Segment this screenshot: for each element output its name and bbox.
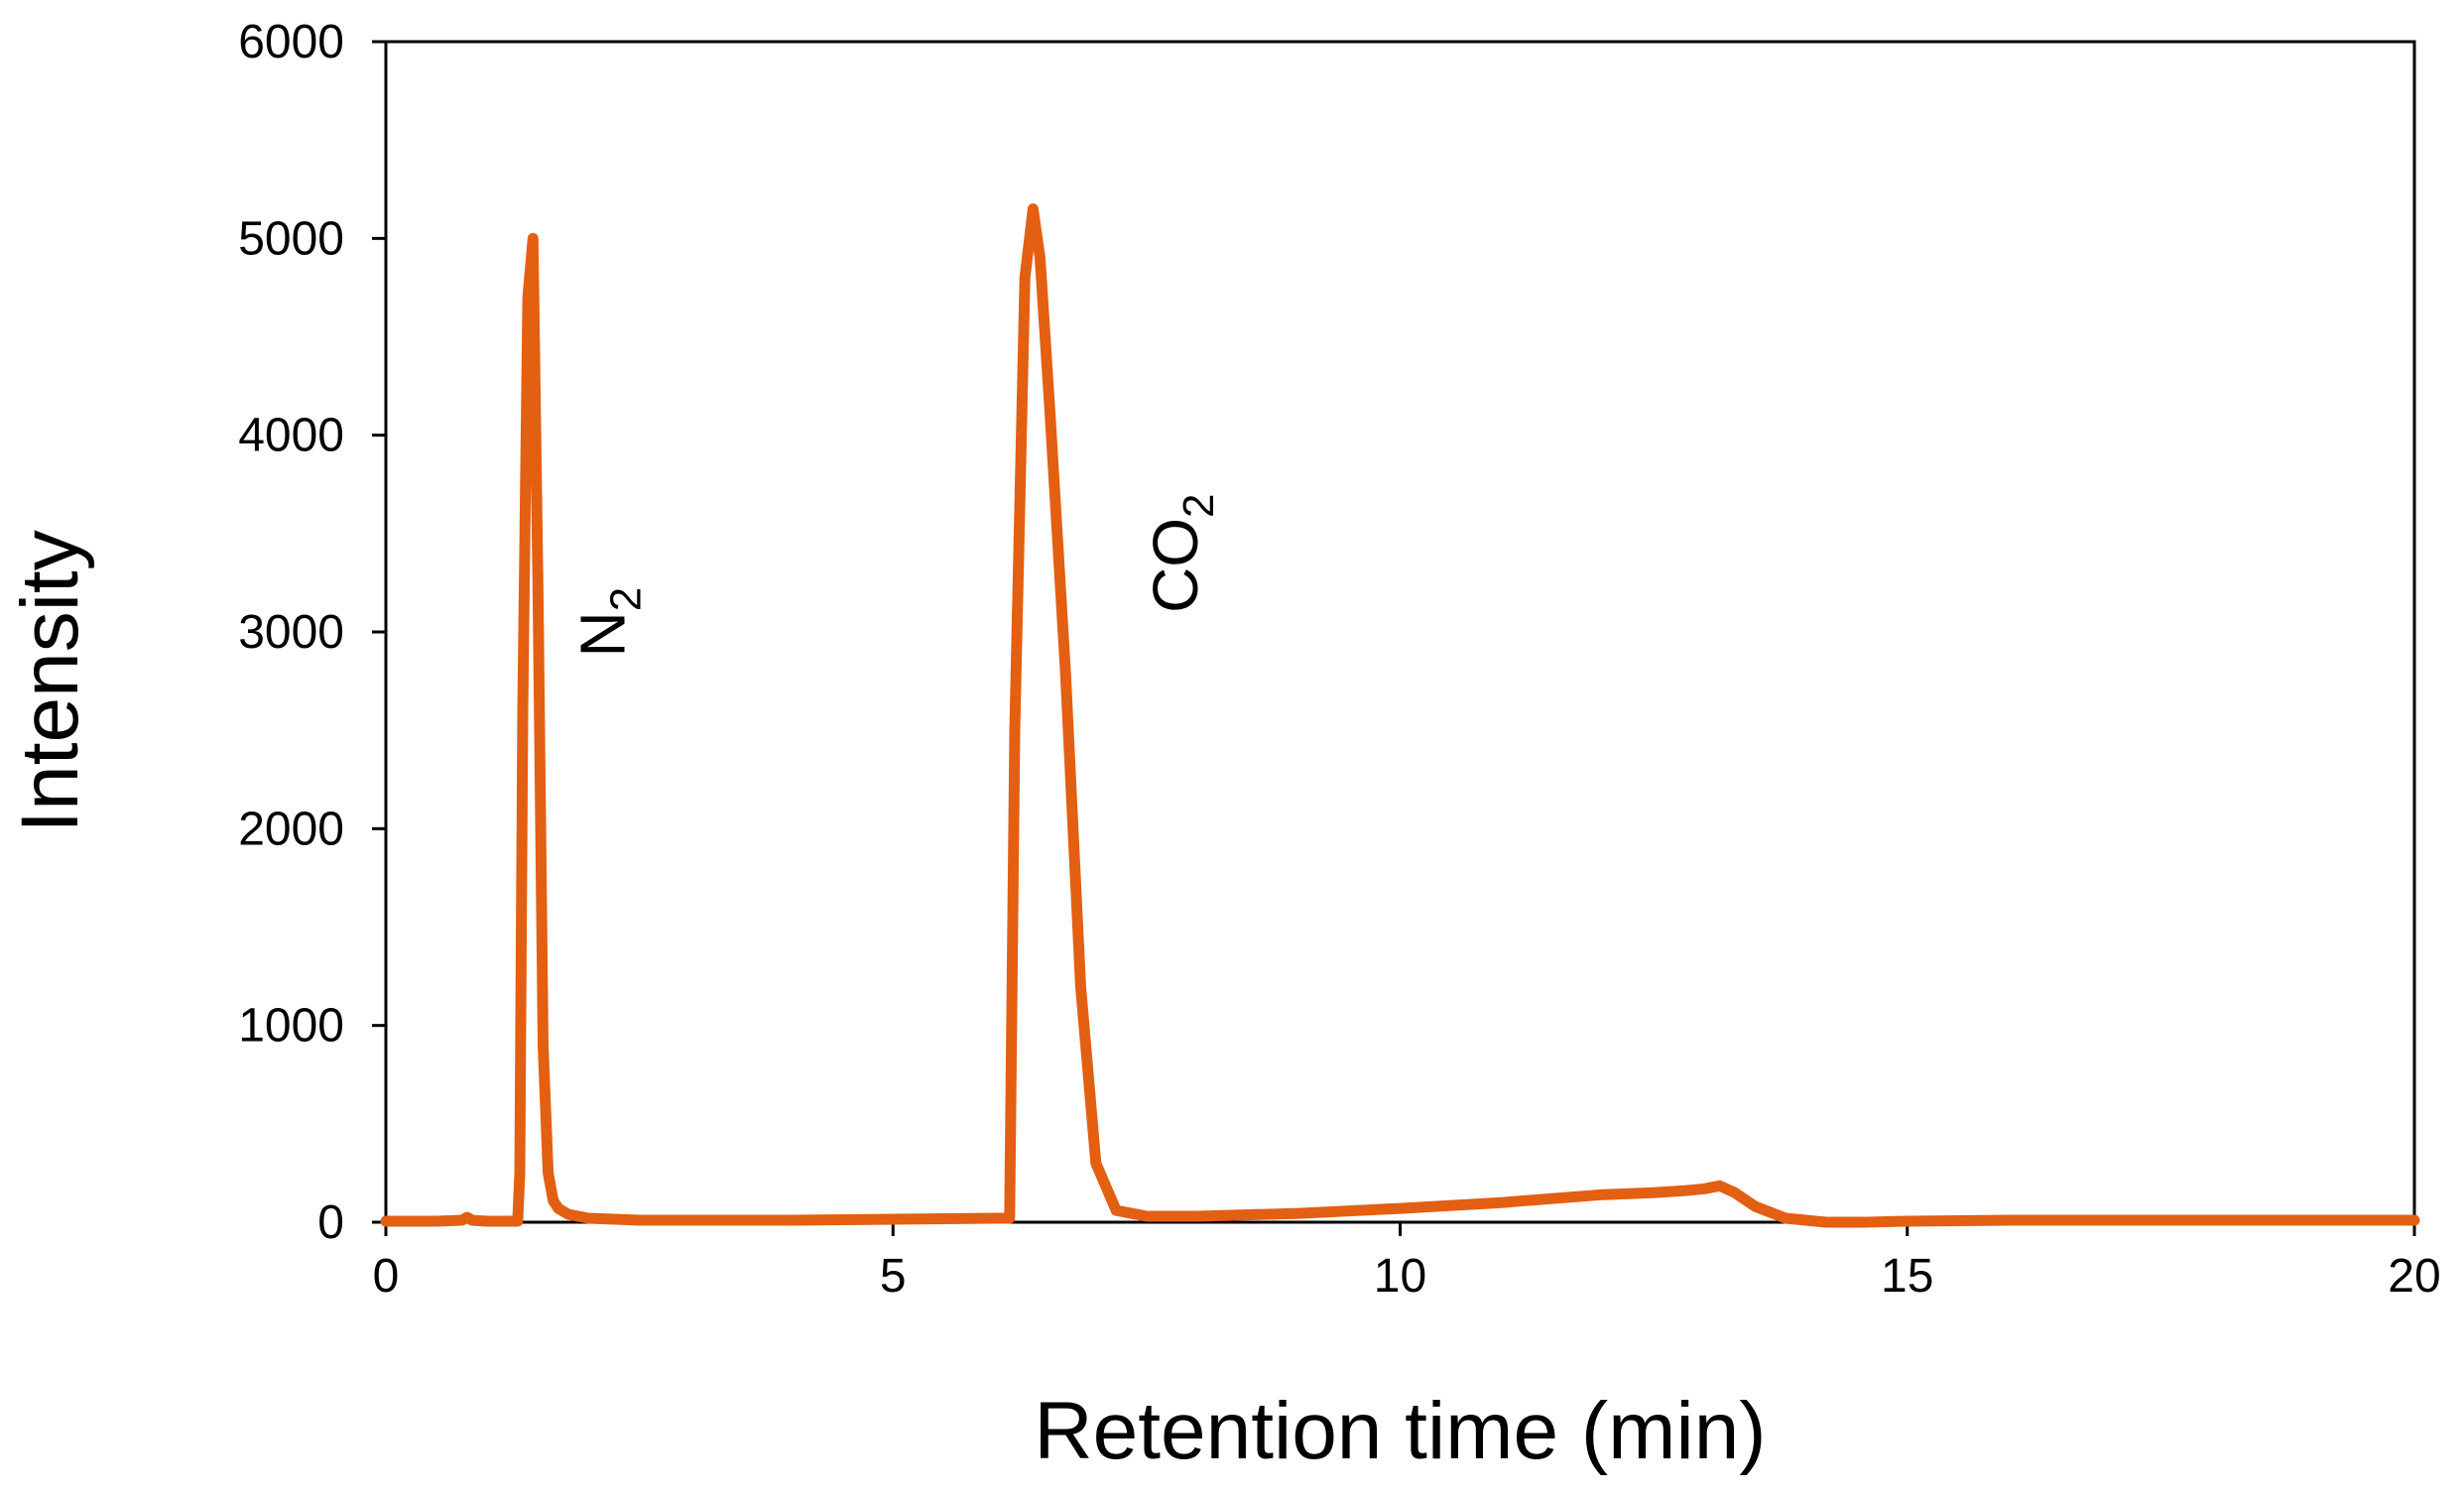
y-tick-label: 2000: [238, 803, 344, 855]
data-series: [380, 203, 2420, 1228]
peak-label: CO2: [1140, 493, 1223, 612]
chromatogram-line: [380, 203, 2420, 1228]
y-tick-label: 3000: [238, 606, 344, 659]
y-tick-label: 6000: [238, 16, 344, 68]
y-axis-title: Intensity: [5, 530, 95, 832]
peak-label: N2: [566, 587, 650, 658]
x-tick-label: 5: [880, 1250, 907, 1303]
y-tick-label: 0: [317, 1196, 344, 1249]
x-tick-label: 20: [2388, 1250, 2440, 1303]
x-tick-label: 0: [373, 1250, 400, 1303]
plot-frame: [384, 40, 2416, 1224]
x-tick-label: 10: [1374, 1250, 1426, 1303]
y-tick-label: 4000: [238, 410, 344, 462]
axis-ticks: [372, 40, 2416, 1236]
x-axis-title: Retention time (min): [1034, 1386, 1766, 1476]
axis-tick-labels: 0 5 10 15 20 0 1000 2000 3000 4000 5000 6000: [238, 16, 2440, 1303]
y-tick-label: 5000: [238, 212, 344, 265]
plot-area-border: [384, 40, 2416, 1224]
peak-annotations: N2 CO2: [566, 493, 1223, 657]
y-tick-label: 1000: [238, 1000, 344, 1053]
x-tick-label: 15: [1881, 1250, 1933, 1303]
